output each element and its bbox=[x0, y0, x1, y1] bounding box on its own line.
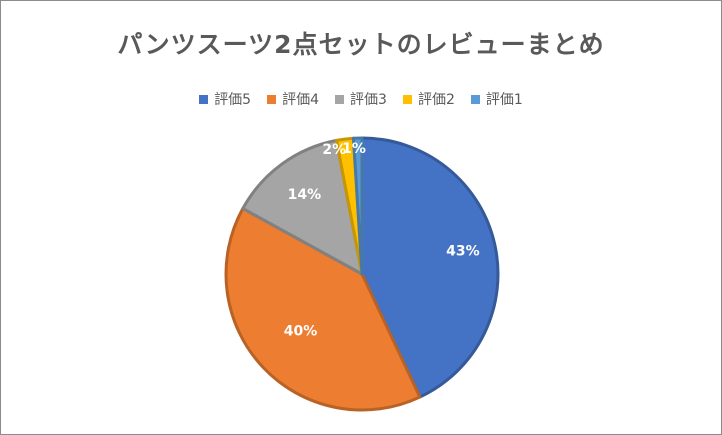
legend-item-rating-4: 評価4 bbox=[267, 89, 319, 109]
legend-swatch-rating-2 bbox=[402, 94, 412, 104]
pie-slice-rating-4 bbox=[224, 206, 422, 412]
legend: 評価5 評価4 評価3 評価2 評価1 bbox=[1, 89, 721, 109]
legend-label-rating-4: 評価4 bbox=[282, 92, 320, 108]
pie-slice-rating-5 bbox=[360, 136, 500, 399]
legend-label-rating-5: 評価5 bbox=[214, 92, 252, 108]
pie-slice-rating-1 bbox=[351, 136, 364, 276]
legend-swatch-rating-1 bbox=[470, 94, 480, 104]
data-label-rating-5: 43% bbox=[446, 243, 480, 259]
pie-slice-rating-3 bbox=[241, 138, 364, 276]
data-label-rating-3: 14% bbox=[288, 187, 322, 203]
chart-title: パンツスーツ2点セットのレビューまとめ bbox=[117, 30, 605, 59]
data-label-rating-4: 40% bbox=[284, 324, 318, 340]
legend-label-rating-2: 評価2 bbox=[417, 92, 455, 108]
legend-swatch-rating-3 bbox=[335, 94, 345, 104]
legend-label-rating-3: 評価3 bbox=[350, 92, 387, 108]
legend-swatch-rating-4 bbox=[267, 94, 277, 104]
data-label-rating-2: 2% bbox=[322, 142, 346, 158]
legend-item-rating-2: 評価2 bbox=[402, 89, 455, 109]
legend-item-rating-5: 評価5 bbox=[199, 89, 251, 109]
legend-item-rating-3: 評価3 bbox=[335, 89, 387, 109]
data-label-rating-1: 1% bbox=[342, 141, 366, 157]
legend-swatch-rating-5 bbox=[199, 94, 209, 104]
legend-item-rating-1: 評価1 bbox=[470, 89, 523, 109]
legend-label-rating-1: 評価1 bbox=[485, 92, 523, 108]
